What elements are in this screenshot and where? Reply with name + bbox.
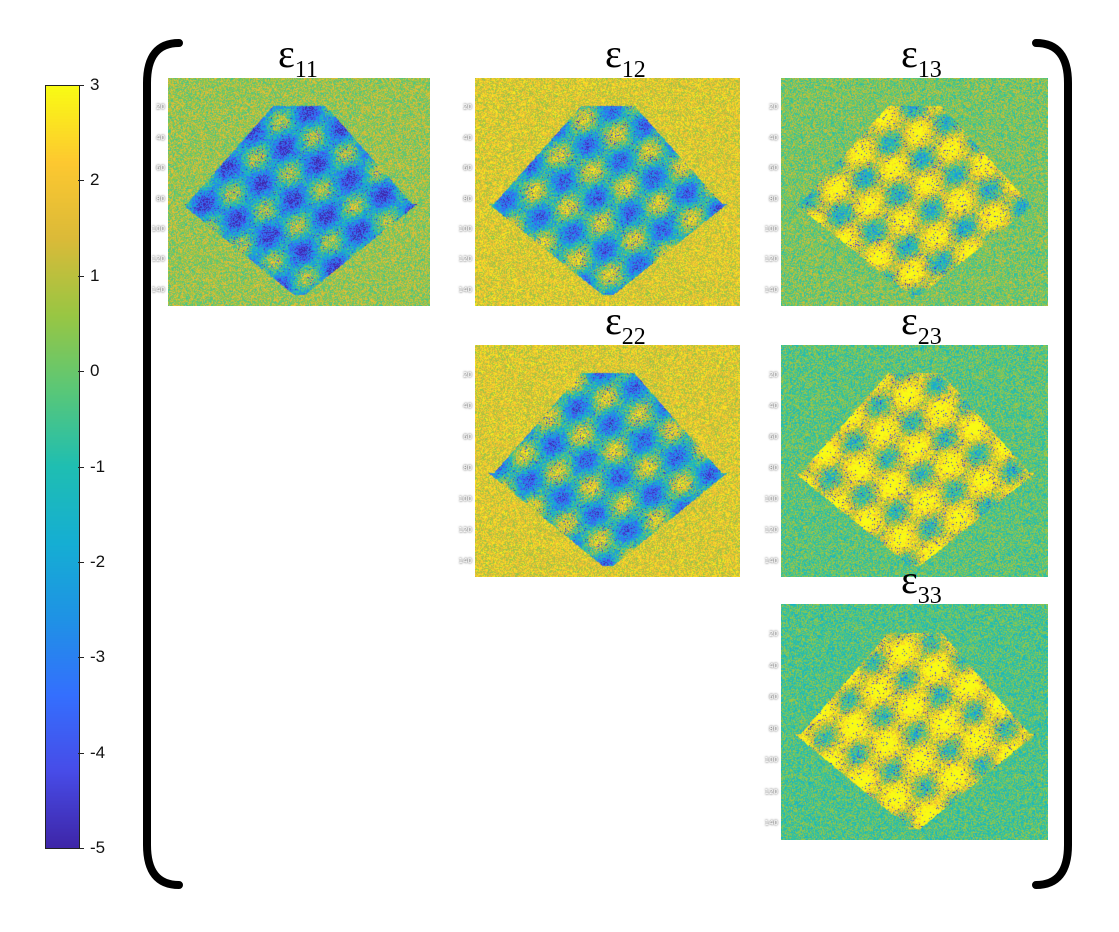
colorbar-tick [78,180,84,182]
heatmap-image [475,345,740,577]
y-tick-label: 100 [458,225,472,233]
epsilon-symbol: ε [901,557,918,602]
epsilon-symbol: ε [605,31,622,76]
y-tick-label: 120 [458,255,472,264]
y-tick-label: 80 [769,194,778,203]
panel-title-e23: ε23 [901,298,942,350]
subscript: 12 [621,57,646,83]
y-tick-label: 40 [769,133,778,142]
y-tick-label: 140 [458,285,472,294]
y-tick-label: 120 [764,255,778,264]
panel-e22: 20 40 60 80 100 120 140 [459,345,740,577]
y-tick-label: 40 [463,133,472,142]
colorbar-tick-label: 3 [90,75,100,94]
panel-title-e33: ε33 [901,557,942,609]
panel-title-e13: ε13 [901,31,942,83]
colorbar-tick [78,752,84,754]
y-tick-label: 60 [769,693,778,702]
colorbar-tick-label: -4 [90,742,106,762]
y-tick-label: 40 [156,133,165,142]
y-tick-label: 100 [151,225,165,233]
y-tick-label: 80 [463,463,472,472]
panel-title-e22: ε22 [605,298,646,350]
colorbar-tick-label: -3 [90,647,106,667]
y-tick-label: 100 [764,756,778,765]
heatmap-image [781,78,1048,306]
panel-e13: 20 40 60 80 100 120 140 [765,78,1048,306]
y-tick-label: 140 [764,556,778,565]
y-tick-label: 40 [769,661,778,670]
y-tick-label: 20 [769,370,778,379]
right-bracket [1032,39,1072,889]
y-tick-label: 140 [764,819,778,828]
panel-title-e11: ε11 [278,31,318,83]
panel-e11: 20 40 60 80 100 120 140 [152,78,430,306]
y-tick-label: 80 [156,194,165,203]
y-tick-label: 60 [463,432,472,441]
panel-e12: 20 40 60 80 100 120 140 [459,78,740,306]
y-tick-label: 120 [458,525,472,534]
colorbar-tick [78,371,84,373]
epsilon-symbol: ε [605,298,622,343]
y-tick-label: 120 [764,525,778,534]
colorbar-tick [78,848,84,849]
colorbar-tick-label: -2 [90,551,106,571]
y-tick-label: 20 [463,370,472,379]
colorbar-tick [78,85,84,86]
colorbar-tick [78,561,84,563]
colorbar-tick-label: -5 [90,838,106,857]
y-tick-label: 80 [769,463,778,472]
subscript: 13 [917,57,942,83]
y-tick-label: 120 [764,787,778,796]
y-tick-label: 60 [463,164,472,173]
subscript: 33 [917,583,942,609]
heatmap-image [168,78,430,306]
y-tick-label: 20 [769,103,778,112]
epsilon-symbol: ε [278,31,295,76]
heatmap-image [781,345,1048,577]
panel-e23: 20 40 60 80 100 120 140 [765,345,1048,577]
y-tick-label: 20 [156,103,165,112]
colorbar-tick [78,275,84,277]
epsilon-symbol: ε [901,31,918,76]
y-tick-label: 120 [151,255,165,264]
heatmap-image [781,604,1048,840]
y-tick-label: 140 [458,556,472,565]
subscript: 22 [621,324,646,350]
y-tick-label: 100 [764,494,778,503]
y-tick-label: 140 [151,285,165,294]
y-tick-label: 60 [769,164,778,173]
left-bracket [143,39,183,889]
y-tick-label: 40 [463,401,472,410]
colorbar-tick-label: -1 [90,456,106,476]
y-tick-label: 100 [764,225,778,233]
colorbar [45,85,80,849]
y-tick-label: 140 [764,285,778,294]
y-tick-label: 20 [463,103,472,112]
colorbar-tick [78,466,84,468]
y-tick-label: 60 [769,432,778,441]
y-tick-label: 60 [156,164,165,173]
y-tick-label: 80 [769,724,778,733]
subscript: 23 [917,324,942,350]
heatmap-image [475,78,740,306]
panel-e33: 20 40 60 80 100 120 140 [765,604,1048,840]
epsilon-symbol: ε [901,298,918,343]
y-tick-label: 100 [458,494,472,503]
panel-title-e12: ε12 [605,31,646,83]
colorbar-tick-label: 0 [90,361,100,381]
colorbar-tick-label: 1 [90,265,100,285]
y-tick-label: 80 [463,194,472,203]
subscript: 11 [294,57,318,83]
y-tick-label: 20 [769,630,778,639]
colorbar-tick-label: 2 [90,170,100,190]
colorbar-tick [78,657,84,659]
y-tick-label: 40 [769,401,778,410]
